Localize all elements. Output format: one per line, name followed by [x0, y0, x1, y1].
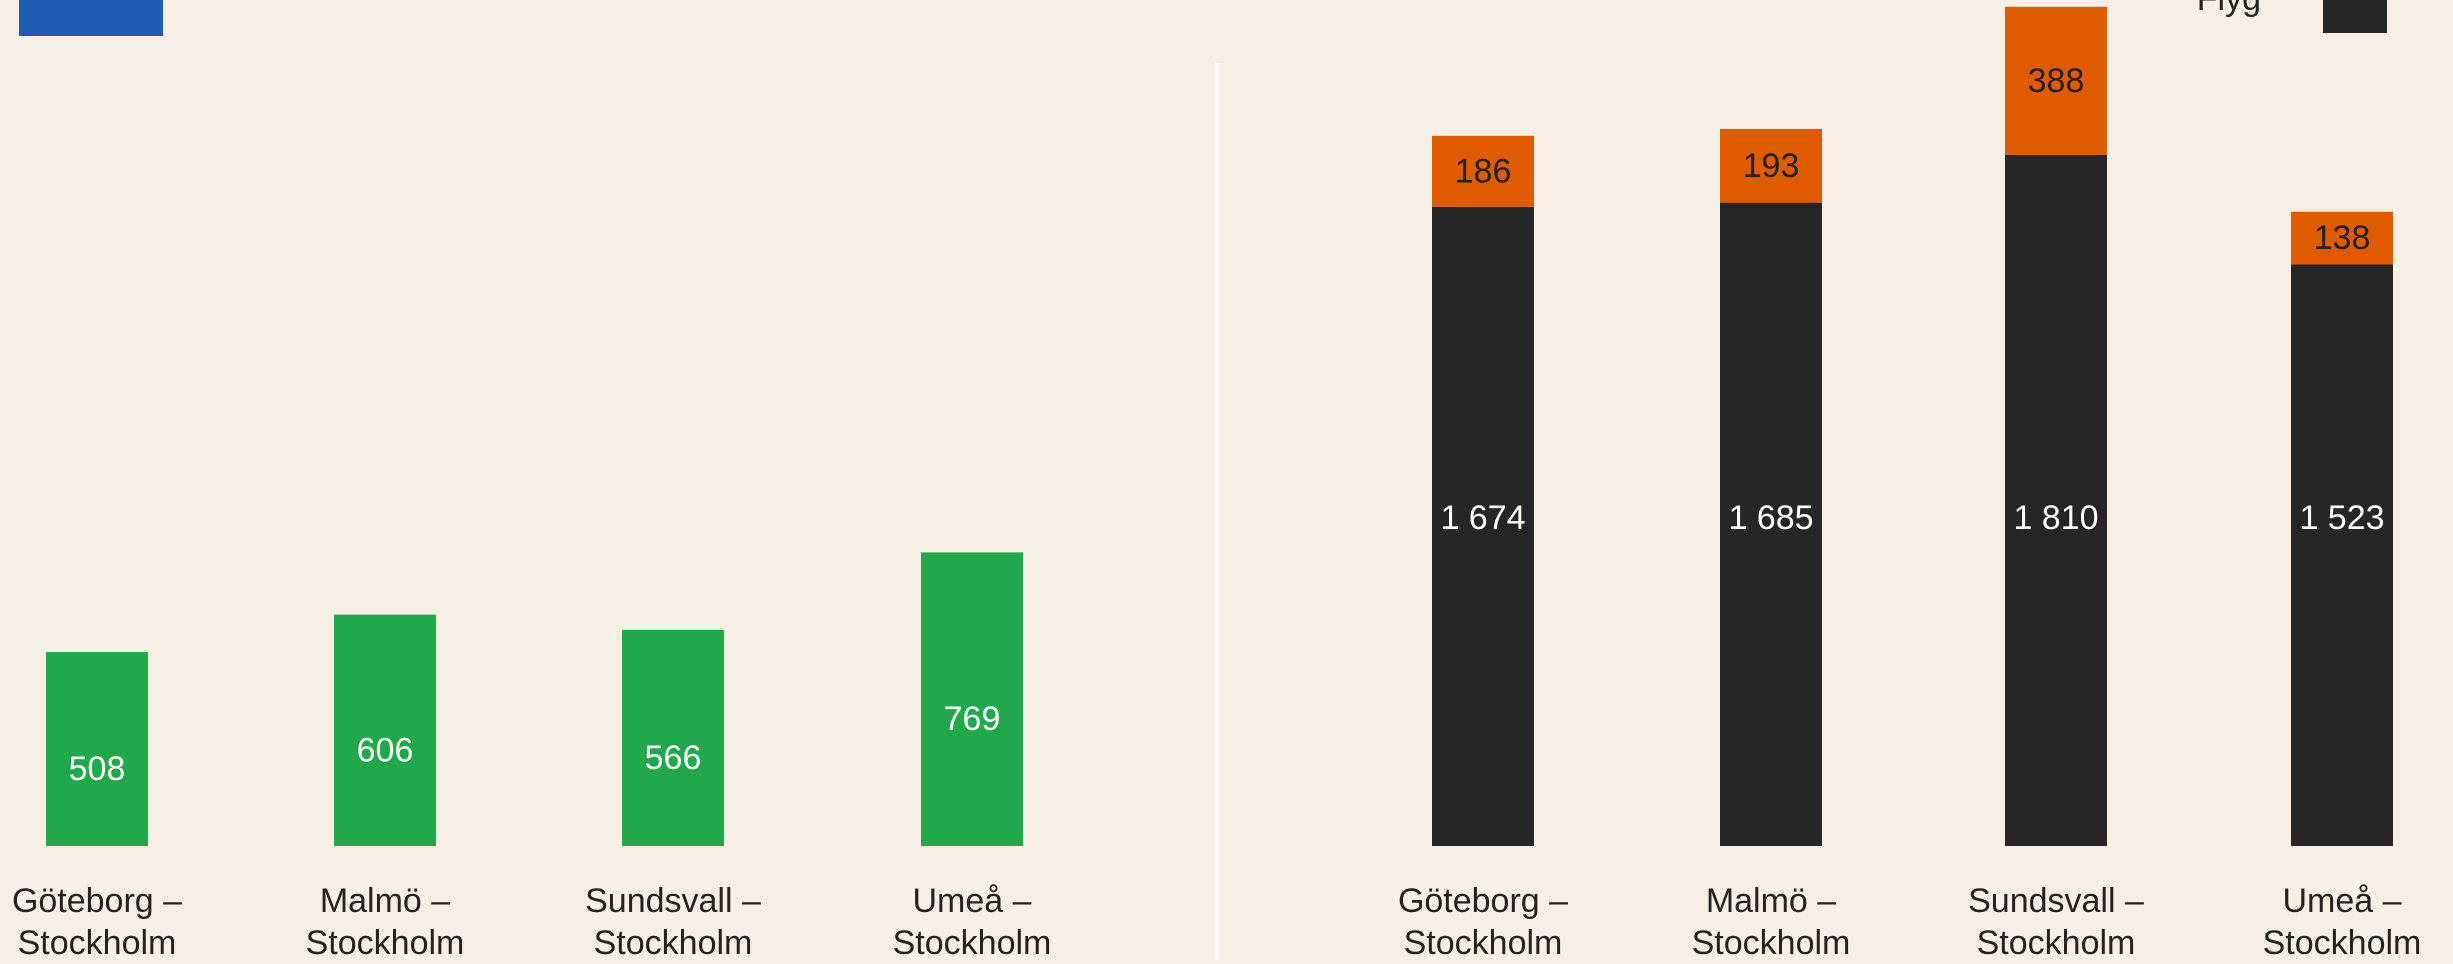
bar-segment	[2005, 154, 2107, 847]
value-label: 508	[69, 750, 126, 788]
bar-segment	[2005, 6, 2107, 155]
x-tick-label: Sundsvall – Stockholm	[585, 882, 761, 962]
legend-swatch	[2323, 0, 2387, 33]
x-tick-label: Malmö – Stockholm	[305, 882, 465, 962]
x-tick-label: Göteborg – Stockholm	[11, 882, 183, 962]
x-tick-label: Malmö – Stockholm	[1691, 882, 1851, 962]
value-label: 769	[944, 700, 1001, 738]
x-tick-label: Umeå – Stockholm	[892, 882, 1052, 962]
x-tick-label: Göteborg – Stockholm	[1397, 882, 1569, 962]
bar	[46, 652, 148, 846]
legend-label: Flyg	[2197, 0, 2261, 18]
value-label: 606	[357, 731, 414, 769]
value-label: 388	[2028, 62, 2085, 100]
bar-segment	[2291, 264, 2393, 846]
value-label: 1 810	[2013, 499, 2098, 537]
x-tick-label: Umeå – Stockholm	[2262, 882, 2422, 962]
value-label: 138	[2314, 219, 2371, 257]
bar	[622, 629, 724, 846]
x-tick-label: Sundsvall – Stockholm	[1968, 882, 2144, 962]
value-label: 1 674	[1440, 499, 1525, 537]
bar-segment	[1432, 206, 1534, 846]
value-label: 186	[1455, 152, 1512, 190]
bar	[334, 614, 436, 846]
bar-segment	[2291, 211, 2393, 265]
logo	[19, 0, 163, 36]
value-label: 566	[645, 739, 702, 777]
value-label: 1 523	[2299, 499, 2384, 537]
bar	[921, 552, 1023, 846]
bar-segment	[1720, 128, 1822, 203]
bar-segment	[1432, 135, 1534, 207]
value-label: 1 685	[1728, 499, 1813, 537]
value-label: 193	[1743, 147, 1800, 185]
bar-segment	[1720, 202, 1822, 847]
